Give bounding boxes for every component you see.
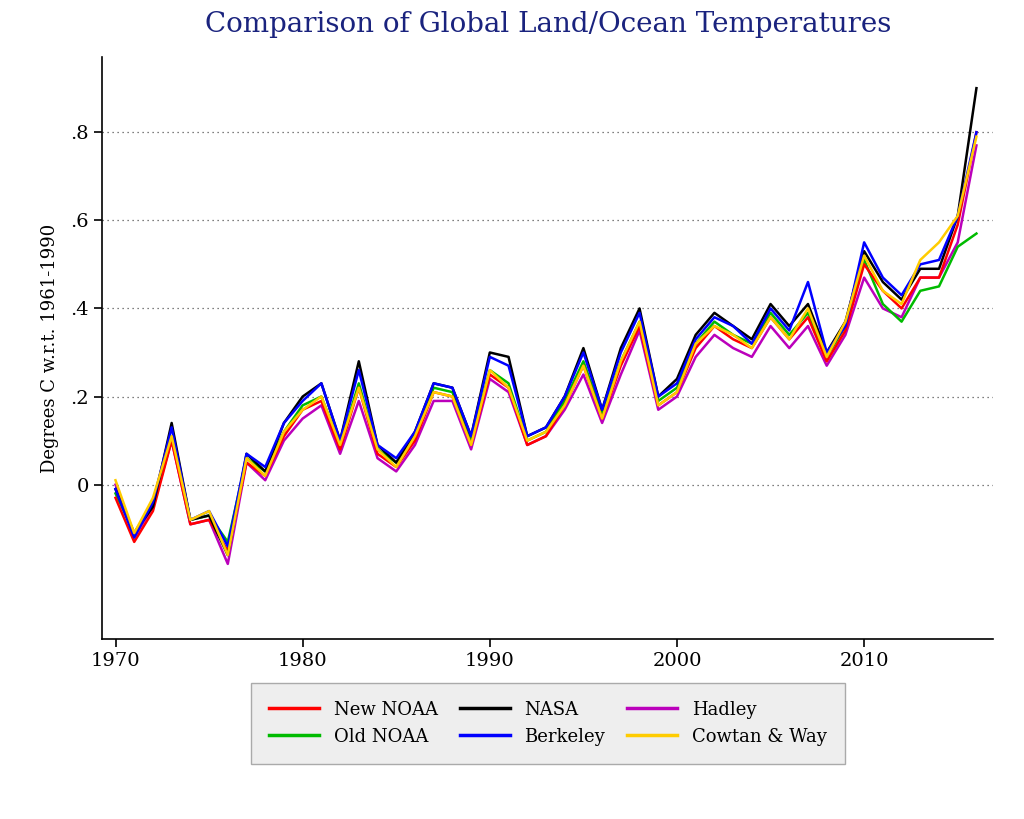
Title: Comparison of Global Land/Ocean Temperatures: Comparison of Global Land/Ocean Temperat…	[205, 11, 891, 38]
Legend: New NOAA, Old NOAA, NASA, Berkeley, Hadley, Cowtan & Way: New NOAA, Old NOAA, NASA, Berkeley, Hadl…	[251, 683, 845, 764]
Y-axis label: Degrees C w.r.t. 1961-1990: Degrees C w.r.t. 1961-1990	[41, 224, 59, 473]
